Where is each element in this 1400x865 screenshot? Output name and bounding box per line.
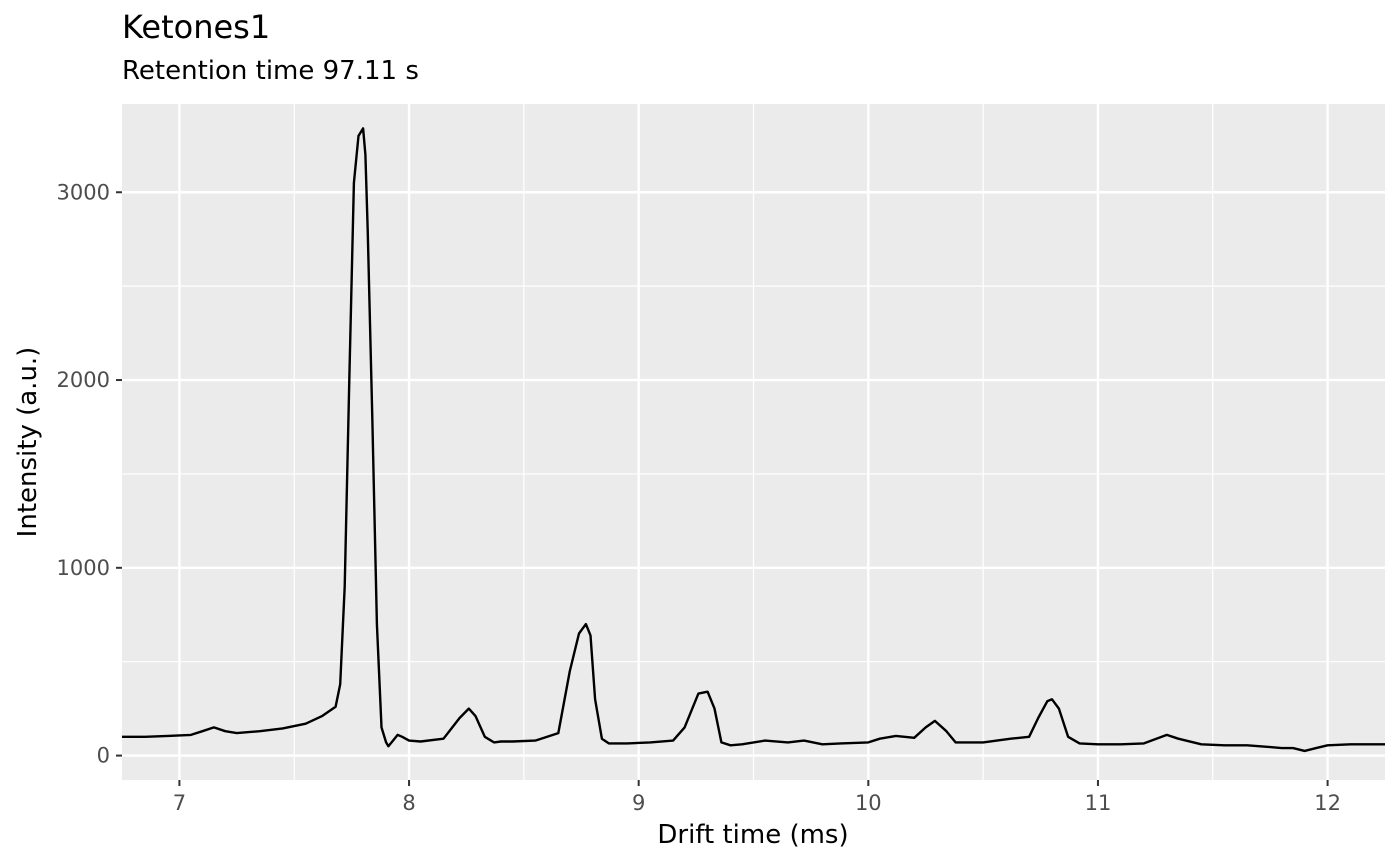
y-axis: 0 1000 2000 3000 (57, 180, 122, 768)
chart-subtitle: Retention time 97.11 s (122, 56, 419, 86)
x-tick-label: 11 (1085, 791, 1112, 815)
series-layer (122, 127, 1385, 753)
x-axis-label: Drift time (ms) (657, 820, 848, 850)
y-tick-label: 3000 (57, 180, 110, 204)
y-axis-label: Intensity (a.u.) (13, 347, 43, 538)
y-tick-label: 2000 (57, 368, 110, 392)
x-tick-label: 12 (1314, 791, 1341, 815)
x-tick-label: 8 (402, 791, 415, 815)
major-gridlines (122, 104, 1385, 780)
minor-gridlines (122, 104, 1385, 780)
chart-title: Ketones1 (122, 8, 271, 46)
y-tick-label: 0 (97, 744, 110, 768)
x-tick-label: 7 (173, 791, 186, 815)
y-tick-label: 1000 (57, 556, 110, 580)
x-axis: 7 8 9 10 11 12 (173, 780, 1341, 815)
x-tick-label: 10 (855, 791, 882, 815)
x-tick-label: 9 (632, 791, 645, 815)
series-line-0 (122, 127, 1385, 753)
